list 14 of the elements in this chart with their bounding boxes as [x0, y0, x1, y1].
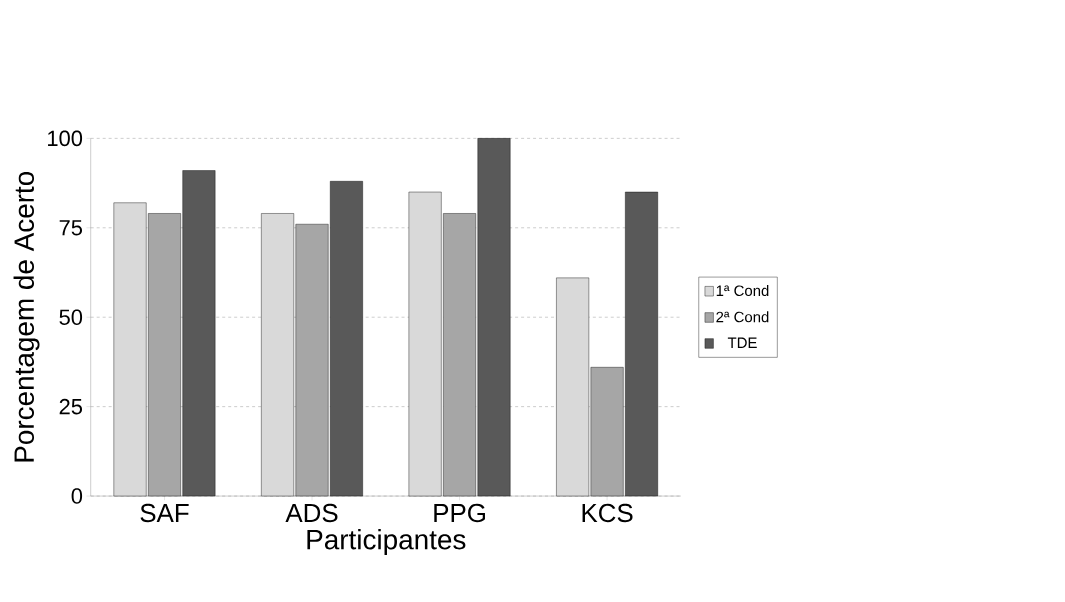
x-tick-label: SAF	[140, 503, 189, 522]
y-tick-label: 25	[59, 398, 83, 415]
y-tick-label: 100	[48, 130, 83, 146]
y-tick-label: 75	[59, 219, 83, 236]
legend-label: TDE	[727, 337, 757, 348]
y-tick-label: 0	[71, 488, 83, 504]
x-tick-label: PPG	[434, 503, 485, 522]
y-tick-label: 50	[59, 309, 83, 325]
x-axis-title: Participantes	[307, 528, 466, 555]
x-tick-label: KCS	[582, 503, 633, 522]
legend-label: 1ª Cond	[716, 284, 769, 296]
legend-label: 2ª Cond	[716, 311, 769, 323]
y-axis-title: Porcentagem de Acerto	[13, 171, 40, 462]
x-tick-label: ADS	[285, 503, 338, 522]
